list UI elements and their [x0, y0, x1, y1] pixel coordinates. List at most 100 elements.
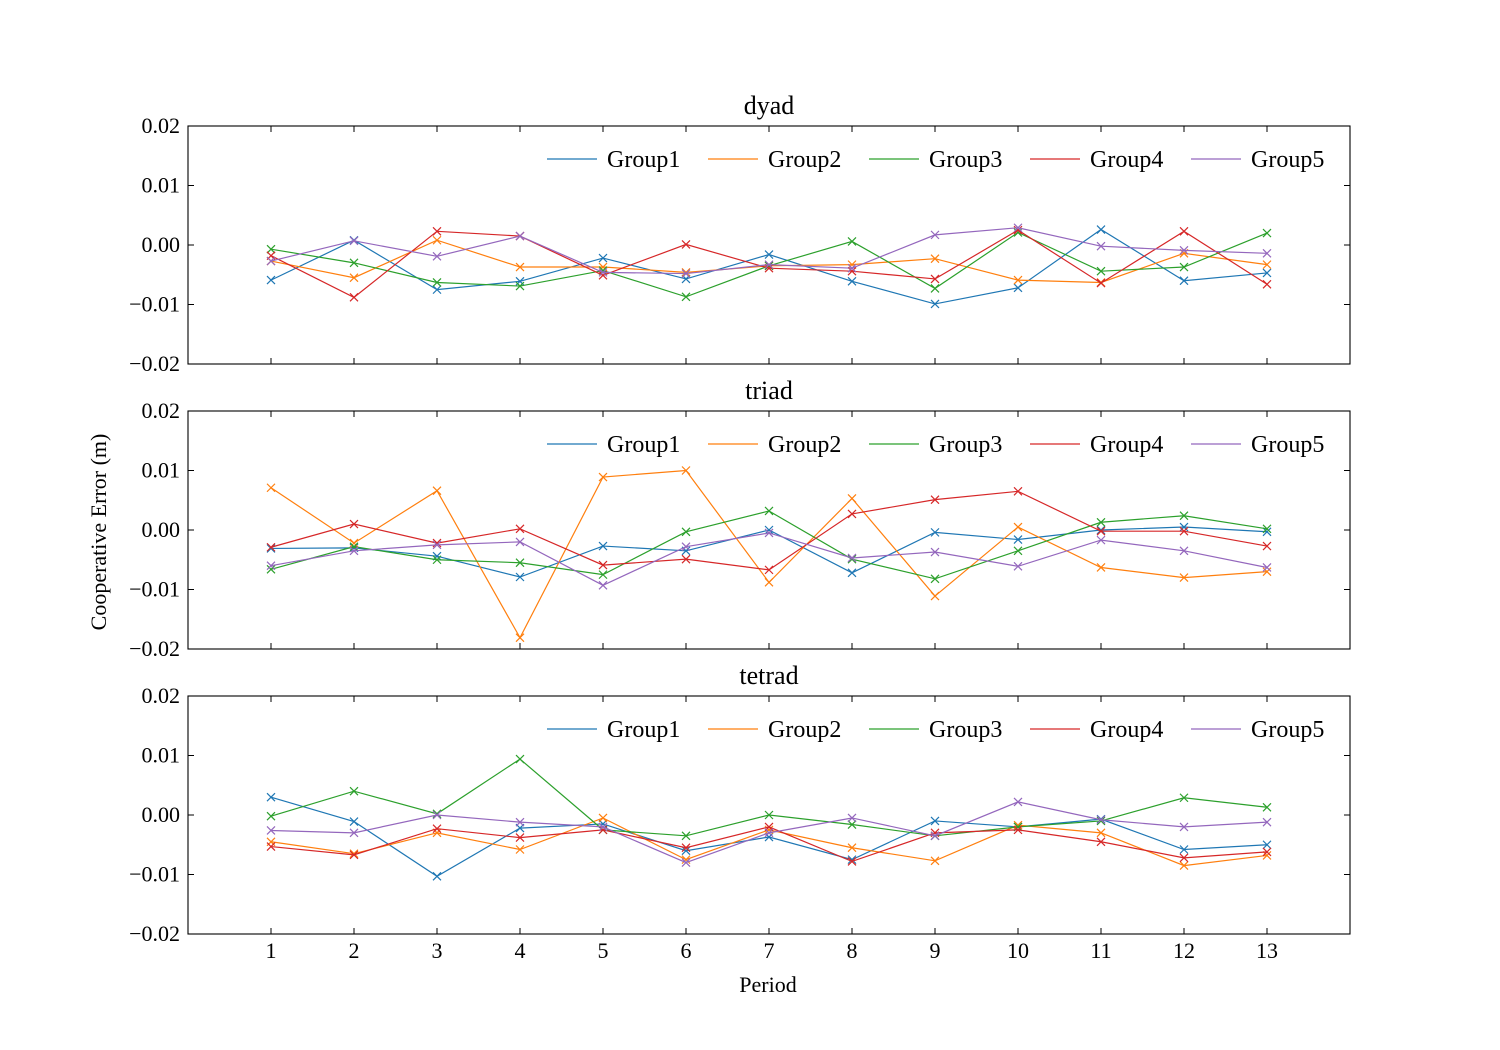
- y-tick-label: 0.02: [142, 398, 181, 423]
- legend-label: Group4: [1090, 147, 1163, 173]
- data-point-marker: [598, 267, 608, 277]
- legend-label: Group3: [929, 147, 1002, 173]
- data-point-marker: [764, 810, 774, 820]
- x-tick-label: 4: [515, 938, 526, 963]
- data-point-marker: [1096, 266, 1106, 276]
- data-point-marker: [515, 281, 525, 291]
- x-tick-label: 6: [681, 938, 692, 963]
- data-point-marker: [681, 855, 691, 865]
- legend-label: Group2: [768, 147, 841, 173]
- series-Group5: [266, 528, 1272, 590]
- data-point-marker: [349, 850, 359, 860]
- subplot-title: triad: [745, 376, 793, 405]
- x-tick-label: 12: [1173, 938, 1195, 963]
- series-Group2: [266, 466, 1272, 643]
- data-point-marker: [1179, 793, 1189, 803]
- data-point-marker: [515, 558, 525, 568]
- data-point-marker: [764, 528, 774, 538]
- data-point-marker: [432, 278, 442, 287]
- data-point-marker: [1262, 567, 1272, 577]
- data-point-marker: [764, 577, 774, 587]
- data-point-marker: [515, 754, 525, 764]
- data-point-marker: [349, 542, 359, 552]
- data-point-marker: [847, 855, 857, 865]
- series-Group2: [266, 813, 1272, 870]
- data-point-marker: [1013, 825, 1023, 835]
- data-point-marker: [930, 831, 940, 841]
- data-point-marker: [1179, 526, 1189, 536]
- data-point-marker: [847, 237, 857, 246]
- data-point-marker: [266, 564, 276, 574]
- legend-label: Group2: [768, 717, 841, 743]
- data-point-marker: [266, 244, 276, 254]
- data-point-marker: [1262, 817, 1272, 827]
- y-tick-label: −0.01: [129, 577, 180, 602]
- data-point-marker: [1179, 822, 1189, 832]
- data-point-marker: [1013, 535, 1023, 544]
- data-point-marker: [930, 274, 940, 284]
- data-point-marker: [1179, 226, 1189, 236]
- x-tick-label: 1: [266, 938, 277, 963]
- data-point-marker: [930, 299, 940, 309]
- legend-item: Group3: [869, 717, 1002, 743]
- data-point-marker: [847, 553, 857, 563]
- data-point-marker: [598, 560, 608, 570]
- data-point-marker: [1179, 522, 1189, 532]
- data-point-marker: [1179, 262, 1189, 272]
- series-Group5: [266, 223, 1272, 278]
- data-point-marker: [847, 843, 857, 853]
- data-point-marker: [432, 828, 442, 838]
- series-Group4: [266, 486, 1272, 575]
- data-point-marker: [266, 811, 276, 821]
- series-Group3: [266, 228, 1272, 302]
- legend-item: Group1: [547, 147, 680, 173]
- data-point-marker: [349, 786, 359, 796]
- data-point-marker: [515, 524, 525, 534]
- data-point-marker: [681, 858, 691, 868]
- data-point-marker: [764, 250, 774, 259]
- data-point-marker: [1262, 228, 1272, 238]
- data-point-marker: [1262, 248, 1272, 258]
- data-point-marker: [515, 572, 525, 582]
- data-point-marker: [1179, 845, 1189, 854]
- legend-label: Group5: [1251, 432, 1324, 458]
- x-tick-label: 9: [930, 938, 941, 963]
- data-point-marker: [1179, 861, 1189, 870]
- data-point-marker: [1096, 278, 1106, 288]
- data-point-marker: [432, 540, 442, 550]
- data-point-marker: [432, 538, 442, 548]
- data-point-marker: [1262, 268, 1272, 278]
- data-point-marker: [1179, 853, 1189, 863]
- x-tick-label: 8: [847, 938, 858, 963]
- y-axis-label: Cooperative Error (m): [86, 434, 111, 631]
- data-point-marker: [1096, 816, 1106, 826]
- y-tick-label: 0.00: [142, 232, 181, 257]
- legend-label: Group1: [607, 432, 680, 458]
- legend-label: Group5: [1251, 717, 1324, 743]
- data-point-marker: [930, 284, 940, 293]
- data-point-marker: [1262, 847, 1272, 857]
- legend-label: Group2: [768, 432, 841, 458]
- data-point-marker: [1262, 563, 1272, 572]
- data-point-marker: [266, 275, 276, 285]
- data-point-marker: [266, 483, 276, 493]
- data-point-marker: [432, 810, 442, 820]
- data-point-marker: [598, 822, 608, 832]
- y-tick-label: 0.02: [142, 683, 181, 708]
- y-tick-label: −0.02: [129, 636, 180, 661]
- legend-item: Group2: [708, 717, 841, 743]
- data-point-marker: [1179, 511, 1189, 521]
- data-point-marker: [432, 824, 442, 834]
- data-point-marker: [681, 267, 691, 277]
- data-point-marker: [930, 856, 940, 866]
- data-point-marker: [847, 568, 857, 578]
- data-point-marker: [847, 494, 857, 503]
- data-point-marker: [515, 845, 525, 854]
- data-point-marker: [349, 817, 359, 826]
- data-point-marker: [432, 871, 442, 881]
- data-point-marker: [1013, 522, 1023, 532]
- data-point-marker: [847, 820, 857, 829]
- data-point-marker: [1096, 517, 1106, 527]
- legend-item: Group2: [708, 432, 841, 458]
- data-point-marker: [1262, 541, 1272, 551]
